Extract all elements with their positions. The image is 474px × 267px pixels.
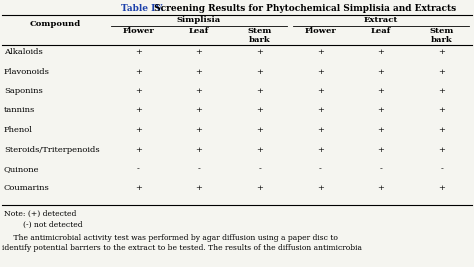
Text: Simplisia: Simplisia xyxy=(177,16,221,24)
Text: +: + xyxy=(438,87,445,95)
Text: +: + xyxy=(196,87,202,95)
Text: +: + xyxy=(378,126,384,134)
Text: Flavonoids: Flavonoids xyxy=(4,68,50,76)
Text: Leaf: Leaf xyxy=(189,27,209,35)
Text: +: + xyxy=(256,87,263,95)
Text: -: - xyxy=(319,165,322,173)
Text: +: + xyxy=(135,87,142,95)
Text: +: + xyxy=(378,184,384,193)
Text: +: + xyxy=(438,146,445,154)
Text: +: + xyxy=(135,48,142,56)
Text: +: + xyxy=(438,107,445,115)
Text: +: + xyxy=(256,146,263,154)
Text: +: + xyxy=(317,68,324,76)
Text: +: + xyxy=(196,68,202,76)
Text: +: + xyxy=(317,126,324,134)
Text: +: + xyxy=(378,68,384,76)
Text: +: + xyxy=(378,48,384,56)
Text: +: + xyxy=(378,87,384,95)
Text: +: + xyxy=(256,107,263,115)
Text: Steroids/Triterpenoids: Steroids/Triterpenoids xyxy=(4,146,100,154)
Text: Leaf: Leaf xyxy=(371,27,391,35)
Text: +: + xyxy=(438,68,445,76)
Text: +: + xyxy=(378,107,384,115)
Text: +: + xyxy=(196,107,202,115)
Text: +: + xyxy=(135,107,142,115)
Text: +: + xyxy=(256,184,263,193)
Text: Stem
bark: Stem bark xyxy=(429,27,454,44)
Text: Flower: Flower xyxy=(122,27,154,35)
Text: -: - xyxy=(380,165,383,173)
Text: +: + xyxy=(438,184,445,193)
Text: Flower: Flower xyxy=(304,27,336,35)
Text: Screening Results for Phytochemical Simplisia and Extracts: Screening Results for Phytochemical Simp… xyxy=(152,4,456,13)
Text: Coumarins: Coumarins xyxy=(4,184,50,193)
Text: +: + xyxy=(256,126,263,134)
Text: -: - xyxy=(440,165,443,173)
Text: Alkaloids: Alkaloids xyxy=(4,48,43,56)
Text: +: + xyxy=(317,146,324,154)
Text: +: + xyxy=(196,146,202,154)
Text: Saponins: Saponins xyxy=(4,87,43,95)
Text: The antimicrobial activity test was performed by agar diffusion using a paper di: The antimicrobial activity test was perf… xyxy=(4,234,338,242)
Text: Stem
bark: Stem bark xyxy=(247,27,272,44)
Text: -: - xyxy=(137,165,140,173)
Text: +: + xyxy=(317,87,324,95)
Text: identify potential barriers to the extract to be tested. The results of the diff: identify potential barriers to the extra… xyxy=(2,244,362,252)
Text: -: - xyxy=(258,165,261,173)
Text: (-) not detected: (-) not detected xyxy=(4,221,82,229)
Text: +: + xyxy=(317,48,324,56)
Text: Note: (+) detected: Note: (+) detected xyxy=(4,210,76,218)
Text: +: + xyxy=(196,48,202,56)
Text: tannins: tannins xyxy=(4,107,35,115)
Text: +: + xyxy=(438,48,445,56)
Text: +: + xyxy=(438,126,445,134)
Text: +: + xyxy=(378,146,384,154)
Text: +: + xyxy=(135,146,142,154)
Text: +: + xyxy=(317,107,324,115)
Text: +: + xyxy=(135,68,142,76)
Text: Extract: Extract xyxy=(364,16,398,24)
Text: +: + xyxy=(135,126,142,134)
Text: Table IV.: Table IV. xyxy=(121,4,164,13)
Text: Phenol: Phenol xyxy=(4,126,33,134)
Text: +: + xyxy=(196,184,202,193)
Text: +: + xyxy=(256,68,263,76)
Text: +: + xyxy=(256,48,263,56)
Text: +: + xyxy=(135,184,142,193)
Text: Quinone: Quinone xyxy=(4,165,39,173)
Text: Compound: Compound xyxy=(29,21,81,29)
Text: +: + xyxy=(196,126,202,134)
Text: -: - xyxy=(198,165,201,173)
Text: +: + xyxy=(317,184,324,193)
